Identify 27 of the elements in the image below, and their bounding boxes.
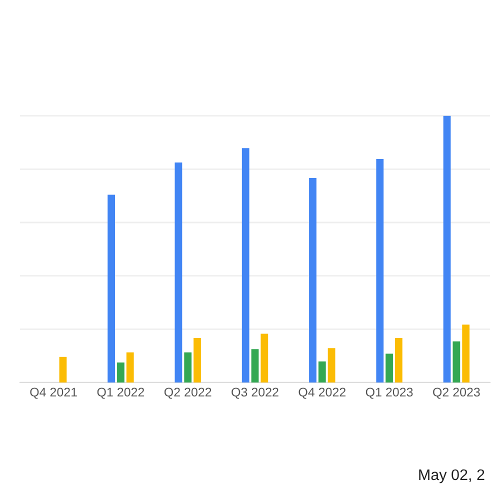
bar	[108, 194, 116, 382]
bar	[59, 356, 67, 382]
x-tick-label: Q3 2022	[232, 388, 278, 399]
text: May 02, 2	[419, 469, 484, 484]
bar	[443, 116, 451, 382]
bar	[184, 352, 192, 382]
x-tick-label: Q1 2022	[97, 388, 144, 399]
x-tick-label: Q2 2023	[433, 388, 480, 399]
bar	[174, 162, 182, 382]
bar	[462, 324, 470, 382]
bar	[260, 334, 268, 382]
bar	[117, 362, 124, 382]
x-tick-label: Q4 2021	[30, 388, 77, 399]
bar	[309, 178, 316, 382]
bar	[376, 159, 384, 382]
x-tick-label: Q4 2022	[298, 388, 346, 399]
bar	[194, 338, 201, 382]
x-tick-label: Q1 2023	[366, 388, 413, 399]
bar	[386, 354, 393, 382]
bar	[242, 148, 250, 382]
bar	[251, 349, 259, 382]
bar	[394, 338, 402, 382]
bar	[318, 361, 326, 382]
bar	[126, 352, 134, 382]
bar	[452, 341, 460, 382]
x-tick-label: Q2 2022	[164, 388, 212, 399]
bar	[328, 348, 336, 382]
